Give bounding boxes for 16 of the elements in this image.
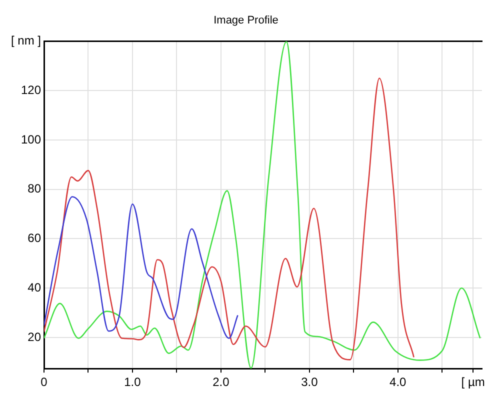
y-tick-label: 20	[28, 330, 42, 344]
line-series	[44, 78, 414, 360]
chart-title: Image Profile	[214, 14, 278, 27]
x-tick-label: 3.0	[301, 375, 318, 390]
y-tick-label: 60	[28, 231, 42, 246]
x-tick-label: 1.0	[124, 375, 142, 390]
x-tick-label: 2.0	[212, 375, 230, 390]
x-tick-label: 0	[40, 375, 48, 390]
y-tick-label: [ nm ]	[10, 34, 42, 48]
line-series	[44, 196, 238, 339]
y-tick-label: 40	[28, 280, 42, 294]
y-tick-label: 80	[28, 182, 42, 196]
x-tick-label: 4.0	[390, 375, 407, 390]
y-tick-label: 120	[20, 82, 42, 97]
y-tick-label: 100	[20, 132, 42, 146]
x-tick-label: [ µm	[461, 375, 485, 390]
